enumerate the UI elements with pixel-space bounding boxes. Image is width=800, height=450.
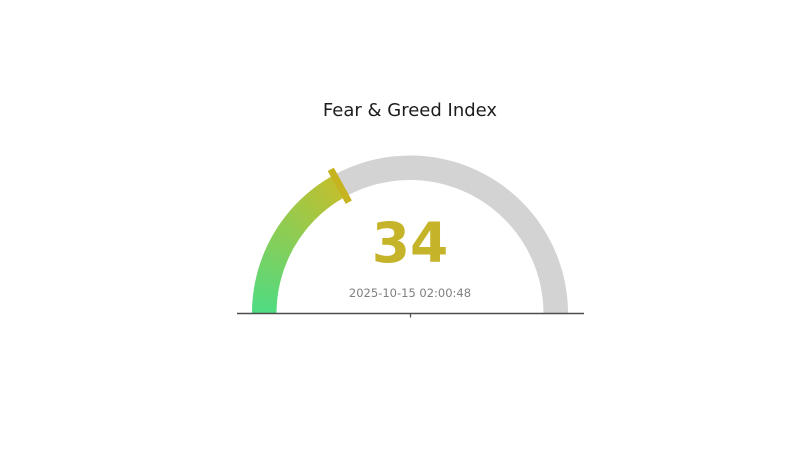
gauge-gradient-segment — [252, 295, 278, 302]
gauge-needle — [327, 167, 352, 204]
gauge-gradient-segment — [290, 206, 312, 227]
gauge-gradient-segment — [255, 274, 281, 285]
gauge-gradient-segment — [268, 238, 293, 254]
gauge-gradient-segment — [324, 178, 342, 202]
gauge-gradient-segment — [297, 199, 318, 220]
gauge-gradient-segment — [253, 284, 279, 293]
gauge-gradient-segment — [300, 196, 320, 218]
gauge-track-arc — [333, 155, 568, 314]
gauge-gradient-segment — [259, 260, 285, 273]
gauge-gradient-segment — [258, 264, 284, 276]
gauge-gradient-segment — [257, 267, 283, 279]
gauge-gradient-segment — [313, 185, 332, 208]
gauge-gradient-segment — [310, 187, 329, 210]
gauge-gradient-segment — [277, 223, 301, 241]
gauge-gradient-segment — [327, 176, 344, 200]
gauge-gradient-segment — [270, 235, 295, 251]
gauge-gradient-segment — [292, 204, 314, 225]
chart-title: Fear & Greed Index — [322, 100, 498, 121]
gauge-gradient-segment — [255, 277, 280, 287]
gauge-gradient-segment — [253, 288, 279, 296]
gauge-gradient-segment — [265, 244, 290, 259]
gauge-gradient-segment — [279, 220, 303, 239]
gauge-gradient-segment — [288, 209, 310, 229]
gauge-gradient-segment — [254, 281, 280, 290]
gauge-gradient-segment — [267, 241, 292, 257]
gauge-gradient-segment — [264, 247, 289, 262]
gauge-gradient-segment — [274, 229, 298, 246]
gauge-gradient-segment — [256, 270, 282, 282]
gauge-gradient-segment — [275, 226, 299, 244]
gauge-gradient-segment — [316, 183, 334, 207]
gauge-gradient-segment — [305, 192, 325, 214]
gauge-gradient-segment — [281, 217, 304, 236]
gauge-gradient-segment — [285, 212, 308, 231]
gauge-gradient-segment — [252, 291, 278, 299]
gauge-gradient-segment — [318, 181, 337, 205]
gauge-gradient-segment — [260, 257, 286, 270]
gauge-gradient-segment — [283, 214, 306, 234]
gauge-gradient-segment — [252, 298, 278, 305]
gauge-value: 34 — [371, 211, 449, 275]
gauge-gradient-segment — [272, 232, 296, 249]
gauge-gradient-segment — [295, 201, 316, 222]
gauge-gradient-segment — [261, 254, 287, 267]
gauge-gradient-segment — [321, 179, 339, 203]
gauge-gradient-segment — [302, 194, 323, 216]
gauge-gradient-segment — [307, 190, 327, 212]
gauge-timestamp: 2025-10-15 02:00:48 — [348, 286, 472, 300]
gauge-gradient-segment — [263, 251, 288, 265]
